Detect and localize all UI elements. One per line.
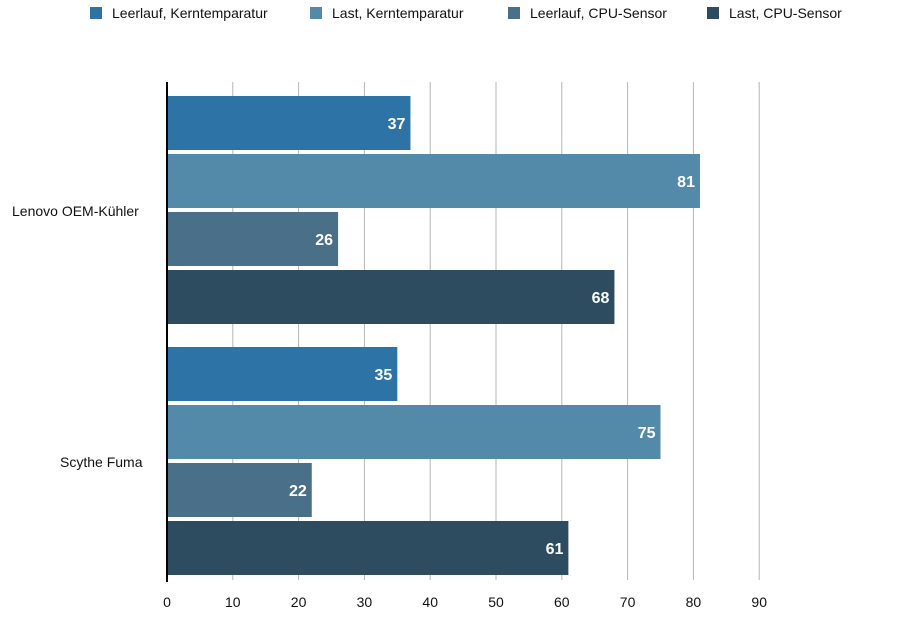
x-tick-label: 40 <box>422 594 438 610</box>
bar <box>167 521 569 575</box>
legend-item-series-2: Last, Kerntemparatur <box>310 5 464 21</box>
category-label-scythe: Scythe Fuma <box>60 454 143 470</box>
legend-item-series-3: Leerlauf, CPU-Sensor <box>508 5 667 21</box>
bar <box>167 463 312 517</box>
bar <box>167 347 398 401</box>
x-tick-label: 90 <box>751 594 767 610</box>
legend-item-series-4: Last, CPU-Sensor <box>707 5 842 21</box>
legend: Leerlauf, Kerntemparatur Last, Kerntempa… <box>0 5 909 25</box>
bar-value-label: 81 <box>677 174 695 191</box>
bar <box>167 96 411 150</box>
x-tick-label: 0 <box>163 594 171 610</box>
bar-value-label: 68 <box>592 290 610 307</box>
legend-swatch <box>508 7 520 19</box>
x-tick-label: 10 <box>225 594 241 610</box>
legend-swatch <box>707 7 719 19</box>
legend-item-series-1: Leerlauf, Kerntemparatur <box>90 5 268 21</box>
bar-value-label: 37 <box>388 116 406 133</box>
bar-value-label: 35 <box>375 367 393 384</box>
bar <box>167 405 661 459</box>
category-label-lenovo: Lenovo OEM-Kühler <box>12 203 139 219</box>
legend-label: Leerlauf, Kerntemparatur <box>112 5 268 21</box>
bar-value-label: 61 <box>546 541 564 558</box>
x-tick-label: 80 <box>686 594 702 610</box>
bar-value-label: 75 <box>638 425 656 442</box>
x-tick-label: 70 <box>620 594 636 610</box>
legend-swatch <box>310 7 322 19</box>
legend-label: Last, Kerntemparatur <box>332 5 464 21</box>
x-tick-label: 50 <box>488 594 504 610</box>
bar-value-label: 22 <box>289 483 307 500</box>
x-tick-label: 20 <box>291 594 307 610</box>
x-tick-label: 30 <box>357 594 373 610</box>
bar-value-label: 26 <box>315 232 333 249</box>
legend-label: Last, CPU-Sensor <box>729 5 842 21</box>
legend-swatch <box>90 7 102 19</box>
x-tick-label: 60 <box>554 594 570 610</box>
bar <box>167 154 700 208</box>
bar <box>167 270 615 324</box>
bar <box>167 212 339 266</box>
legend-label: Leerlauf, CPU-Sensor <box>530 5 667 21</box>
